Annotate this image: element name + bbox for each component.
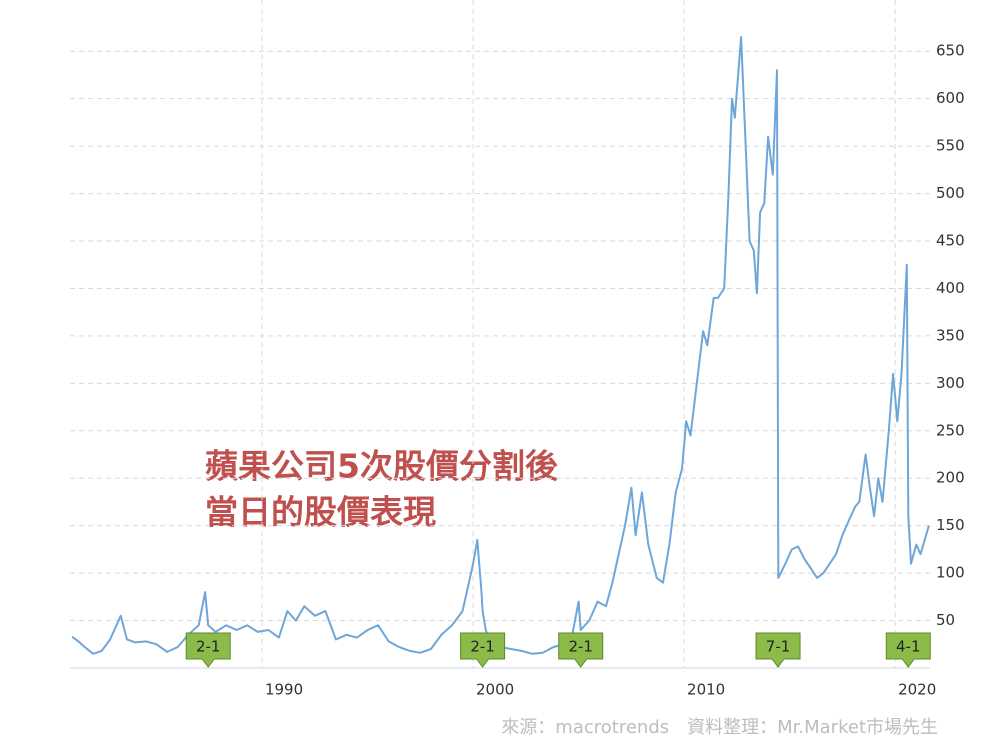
split-marker [755, 632, 801, 668]
y-tick-label: 50 [936, 611, 955, 629]
chart-title: 當日的股價表現 [205, 493, 436, 532]
x-tick-label: 1990 [265, 681, 303, 699]
y-tick-label: 650 [936, 42, 965, 60]
source-note: 來源：macrotrends 資料整理：Mr.Market市場先生 [501, 717, 938, 738]
price-line [71, 36, 930, 655]
grid [70, 0, 930, 668]
y-tick-label: 350 [936, 326, 965, 344]
split-label: 4-1 [896, 638, 921, 656]
y-tick-label: 200 [936, 469, 965, 487]
split-label: 7-1 [766, 638, 791, 656]
split-marker [460, 632, 506, 668]
split-marker [558, 632, 604, 668]
y-tick-label: 300 [936, 374, 965, 392]
y-tick-label: 450 [936, 232, 965, 250]
x-tick-label: 2010 [687, 681, 725, 699]
y-tick-label: 250 [936, 421, 965, 439]
split-label: 2-1 [568, 638, 593, 656]
y-tick-label: 100 [936, 564, 965, 582]
y-tick-label: 150 [936, 516, 965, 534]
x-tick-label: 2000 [476, 681, 514, 699]
x-tick-label: 2020 [898, 681, 936, 699]
y-tick-label: 500 [936, 184, 965, 202]
y-tick-label: 600 [936, 89, 965, 107]
split-label: 2-1 [470, 638, 495, 656]
y-tick-label: 550 [936, 137, 965, 155]
split-marker [185, 632, 231, 668]
split-marker [885, 632, 931, 668]
split-label: 2-1 [196, 638, 221, 656]
y-tick-label: 400 [936, 279, 965, 297]
chart-title: 蘋果公司5次股價分割後 [205, 447, 559, 486]
